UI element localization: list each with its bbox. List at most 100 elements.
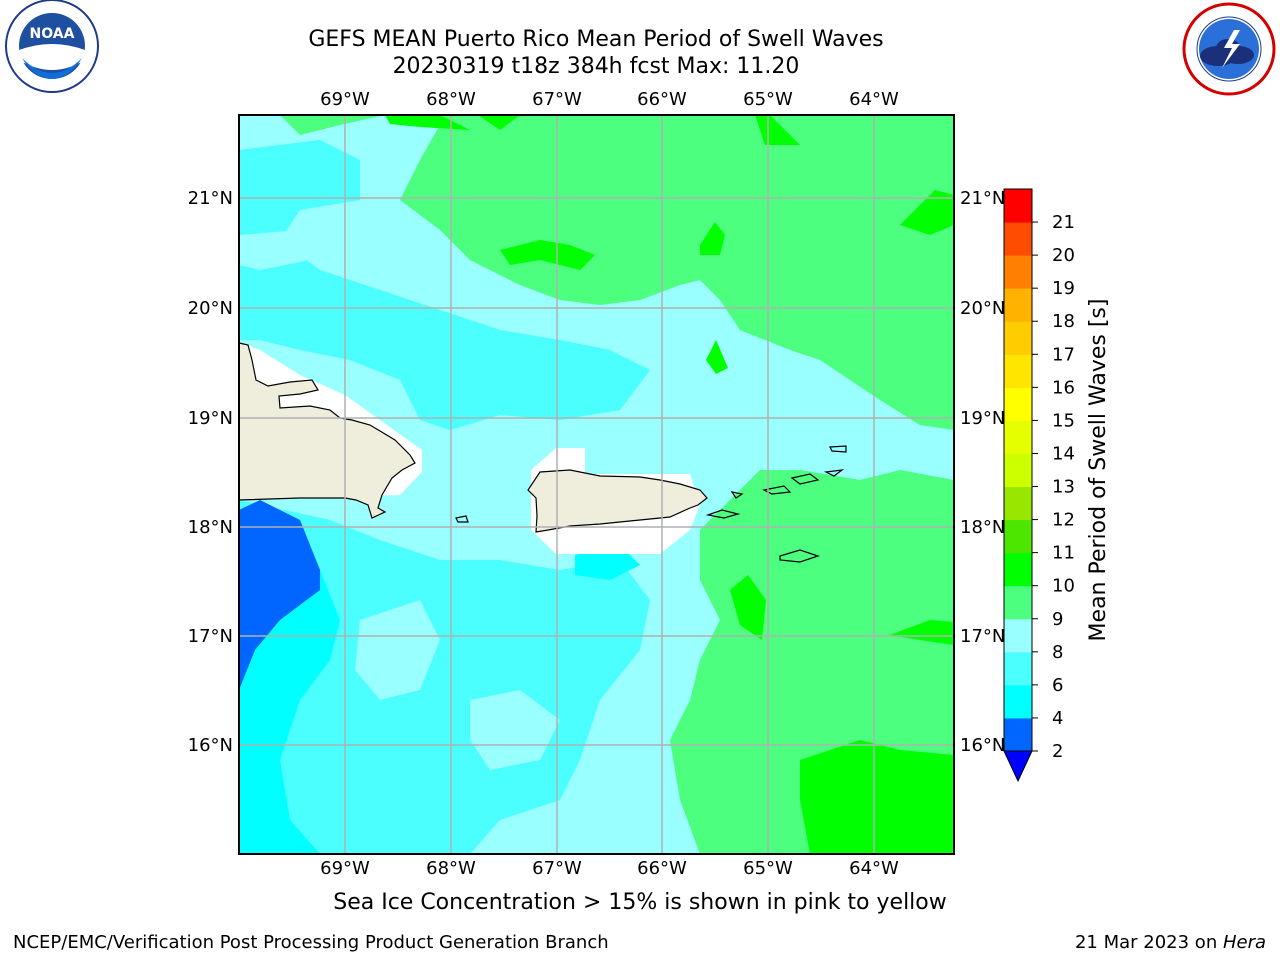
coastline-detail	[455, 515, 469, 523]
lat-label: 17°N	[960, 626, 1005, 647]
colorbar-tick-label: 10	[1052, 576, 1075, 597]
colorbar-tick-label: 6	[1052, 675, 1063, 696]
coastline-detail	[829, 445, 847, 453]
sea-ice-note: Sea Ice Concentration > 15% is shown in …	[333, 890, 947, 915]
lon-label: 69°W	[320, 858, 370, 879]
left-lat-labels: 21°N 20°N 19°N 18°N 17°N 16°N	[188, 188, 233, 756]
noaa-logo: NOAA	[5, 0, 99, 93]
colorbar-tick-label: 20	[1052, 245, 1075, 266]
period-band-10-11	[755, 115, 800, 145]
lat-label: 21°N	[188, 188, 233, 209]
period-band-2-4	[239, 500, 320, 690]
coastline-detail	[779, 549, 820, 563]
colorbar-tick-label: 4	[1052, 708, 1063, 729]
footer-credit: NCEP/EMC/Verification Post Processing Pr…	[13, 932, 609, 953]
graticule	[239, 115, 954, 854]
colorbar-under-arrow	[1003, 750, 1033, 783]
period-band-8-9	[355, 600, 440, 700]
period-band-10-11	[900, 190, 954, 235]
colorbar-swatch	[1004, 552, 1032, 587]
colorbar-tick-label: 19	[1052, 278, 1075, 299]
period-band-6-8	[239, 140, 650, 430]
lat-label: 18°N	[960, 517, 1005, 538]
colorbar-swatch	[1004, 255, 1032, 289]
colorbar-swatch	[1004, 618, 1032, 653]
period-band-10-11	[730, 575, 766, 640]
lon-label: 69°W	[320, 89, 370, 110]
colorbar-tick-label: 16	[1052, 377, 1075, 398]
period-band-8-9	[239, 230, 310, 270]
colorbar-tick-label: 18	[1052, 311, 1075, 332]
colorbar-swatch	[1004, 453, 1032, 488]
colorbar-tick-label: 11	[1052, 543, 1075, 564]
colorbar-swatch	[1004, 387, 1032, 421]
colorbar-tick-label: 13	[1052, 477, 1075, 498]
map-title: GEFS MEAN Puerto Rico Mean Period of Swe…	[308, 27, 884, 52]
coastline-detail	[762, 485, 792, 495]
colorbar-swatch	[1004, 321, 1032, 355]
coastline-detail	[790, 473, 820, 485]
top-lon-labels: 69°W 68°W 67°W 66°W 65°W 64°W	[320, 89, 899, 110]
lat-label: 17°N	[188, 626, 233, 647]
lon-label: 65°W	[743, 858, 793, 879]
lat-label: 16°N	[188, 735, 233, 756]
nws-logo	[1182, 2, 1276, 96]
lon-label: 65°W	[743, 89, 793, 110]
map-subtitle: 20230319 t18z 384h fcst Max: 11.20	[392, 54, 800, 79]
lat-label: 18°N	[188, 517, 233, 538]
colorbar-swatch	[1004, 288, 1032, 322]
period-band-10-11	[385, 115, 470, 130]
lon-label: 66°W	[637, 89, 687, 110]
colorbar-swatch	[1004, 585, 1032, 620]
lon-label: 67°W	[532, 858, 582, 879]
period-band-8-9	[470, 690, 560, 770]
coastline-detail	[730, 491, 744, 499]
lon-label: 67°W	[532, 89, 582, 110]
lat-label: 20°N	[188, 298, 233, 319]
colorbar-swatch	[1004, 222, 1032, 256]
lon-label: 64°W	[849, 858, 899, 879]
period-band-10-11	[500, 240, 595, 270]
period-band-10-11	[890, 620, 954, 645]
lon-label: 64°W	[849, 89, 899, 110]
colorbar-swatch	[1004, 354, 1032, 388]
footer-date-text: 21 Mar 2023 on	[1074, 932, 1223, 953]
colorbar-tick-label: 14	[1052, 443, 1075, 464]
colorbar-swatch	[1004, 519, 1032, 554]
colorbar-swatch	[1004, 684, 1032, 719]
lon-label: 68°W	[426, 858, 476, 879]
period-band-10-11	[478, 115, 520, 130]
footer-date: 21 Mar 2023 on Hera	[1075, 932, 1266, 953]
colorbar-tick-label: 12	[1052, 510, 1075, 531]
lon-label: 66°W	[637, 858, 687, 879]
colorbar-tick-label: 9	[1052, 609, 1063, 630]
swell-period-field	[239, 115, 954, 854]
colorbar-tick-label: 2	[1052, 741, 1063, 762]
coastline-detail	[823, 469, 845, 477]
colorbar-frame	[1003, 188, 1033, 752]
lat-label: 21°N	[960, 188, 1005, 209]
period-band-10-11	[706, 340, 728, 374]
bottom-lon-labels: 69°W 68°W 67°W 66°W 65°W 64°W	[320, 858, 899, 879]
colorbar-tick-label: 21	[1052, 212, 1075, 233]
noaa-logo-text: NOAA	[30, 26, 75, 42]
map-frame	[238, 114, 955, 855]
coastline-detail	[705, 509, 741, 519]
period-band-6-8	[239, 500, 650, 854]
colorbar-swatch	[1004, 420, 1032, 454]
colorbar-tick-label: 15	[1052, 410, 1075, 431]
colorbar-tick-label: 17	[1052, 344, 1075, 365]
hispaniola-land	[239, 342, 416, 519]
colorbar: 2 4 6 8 9 10 11 12 13 14 15 16 17 18 19 20 21	[1003, 188, 1075, 783]
lat-label: 19°N	[960, 408, 1005, 429]
right-lat-labels: 21°N 20°N 19°N 18°N 17°N 16°N	[960, 188, 1005, 756]
colorbar-label: Mean Period of Swell Waves [s]	[1086, 299, 1111, 642]
lon-label: 68°W	[426, 89, 476, 110]
lat-label: 16°N	[960, 735, 1005, 756]
colorbar-tick-label: 8	[1052, 642, 1063, 663]
lat-label: 19°N	[188, 408, 233, 429]
colorbar-swatch	[1004, 651, 1032, 686]
period-band-10-11	[800, 740, 954, 854]
colorbar-swatch	[1004, 717, 1032, 752]
